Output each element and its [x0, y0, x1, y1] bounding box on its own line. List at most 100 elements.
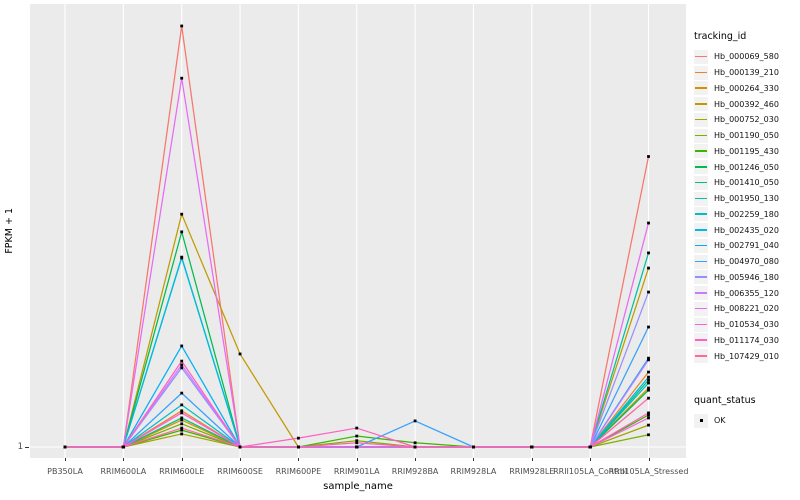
- x-tick-mark: [531, 458, 533, 461]
- x-tick-mark: [65, 458, 66, 461]
- data-point: [180, 24, 184, 28]
- legend-key-line: [695, 103, 707, 105]
- legend-key: [694, 128, 708, 143]
- data-point: [647, 370, 650, 374]
- legend-item: Hb_001950_130: [694, 191, 800, 207]
- data-point: [647, 433, 650, 437]
- legend-key: [694, 286, 708, 301]
- legend-item: Hb_107429_010: [694, 348, 800, 364]
- legend-item: Hb_001246_050: [694, 159, 800, 175]
- data-point: [180, 363, 184, 367]
- legend-tracking-items: Hb_000069_580 Hb_000139_210 Hb_000264_330 H…: [694, 49, 800, 364]
- legend-item-label: Hb_001246_050: [714, 162, 779, 172]
- legend-key-line: [695, 134, 707, 137]
- legend-item: Hb_000392_460: [694, 96, 800, 112]
- data-point: [180, 418, 184, 422]
- legend-key-line: [695, 355, 707, 357]
- legend-item: Hb_005946_180: [694, 270, 800, 286]
- legend-key: [694, 333, 708, 348]
- legend-key-line: [695, 197, 707, 200]
- legend-key-line: [695, 276, 707, 278]
- legend-item: Hb_000264_330: [694, 81, 800, 97]
- legend-item: Hb_002435_020: [694, 222, 800, 238]
- y-tick-label: 1: [17, 442, 23, 452]
- data-point: [180, 359, 184, 363]
- legend-item: Hb_011174_030: [694, 333, 800, 349]
- plot-panel: [30, 4, 686, 458]
- data-point: [647, 221, 650, 225]
- data-point: [647, 396, 650, 400]
- legend-item: Hb_001195_430: [694, 144, 800, 160]
- data-point: [180, 212, 184, 216]
- legend-item-label: Hb_005946_180: [714, 272, 779, 282]
- data-point: [413, 419, 417, 423]
- legend-key-line: [695, 55, 707, 58]
- legend-key-line: [695, 166, 707, 168]
- x-tick-mark: [473, 458, 475, 461]
- legend-key: [694, 97, 708, 112]
- legend-key: [694, 112, 708, 127]
- data-point: [180, 416, 184, 420]
- legend-item-label: Hb_002435_020: [714, 225, 779, 235]
- data-point: [121, 445, 125, 449]
- x-tick-mark: [356, 458, 358, 461]
- legend-item-label: Hb_011174_030: [714, 335, 779, 345]
- x-tick-label-RRIM928LE: RRIM928LE: [509, 467, 555, 476]
- legend-item-label: Hb_000139_210: [714, 68, 779, 78]
- legend: tracking_id Hb_000069_580 Hb_000139_210 Hb…: [694, 31, 800, 429]
- legend-item: Hb_001410_050: [694, 175, 800, 191]
- legend-quant-block: quant_status OK: [694, 395, 800, 429]
- data-point: [355, 441, 359, 445]
- legend-item-label: Hb_001410_050: [714, 178, 779, 188]
- data-point: [647, 388, 650, 392]
- legend-key: [694, 81, 708, 96]
- data-point: [647, 381, 650, 385]
- data-point: [63, 445, 67, 449]
- data-point: [355, 439, 359, 443]
- x-tick-label-RRII105LA_Control: RRII105LA_Control: [553, 467, 628, 476]
- legend-key: [694, 223, 708, 238]
- data-point: [413, 441, 417, 445]
- legend-item: Hb_006355_120: [694, 285, 800, 301]
- data-point: [355, 445, 359, 449]
- data-point: [180, 428, 184, 432]
- legend-key: [694, 144, 708, 159]
- legend-item-label: Hb_000264_330: [714, 83, 779, 93]
- y-axis-title: FPKM + 1: [2, 4, 16, 458]
- legend-item: Hb_002791_040: [694, 238, 800, 254]
- legend-quant-title: quant_status: [694, 395, 756, 406]
- data-point: [297, 436, 300, 440]
- legend-key-line: [695, 150, 707, 152]
- data-point: [180, 344, 184, 348]
- x-tick-mark: [590, 458, 592, 461]
- legend-key: [694, 65, 708, 80]
- data-point: [647, 290, 650, 294]
- data-point: [647, 423, 650, 427]
- legend-item-label: OK: [714, 416, 726, 426]
- legend-item-label: Hb_001190_050: [714, 131, 779, 141]
- data-point: [180, 230, 184, 234]
- data-point: [180, 76, 184, 80]
- legend-item: Hb_008221_020: [694, 301, 800, 317]
- data-point: [647, 251, 650, 255]
- x-tick-mark: [240, 458, 242, 461]
- data-point: [647, 358, 650, 362]
- x-tick-label-PB350LA: PB350LA: [47, 467, 83, 476]
- legend-item-label: Hb_006355_120: [714, 288, 779, 298]
- legend-item-ok: OK: [694, 413, 800, 429]
- legend-item-label: Hb_002791_040: [714, 241, 779, 251]
- legend-item-label: Hb_010534_030: [714, 320, 779, 330]
- data-point: [180, 391, 184, 395]
- square-point-icon: [699, 419, 703, 423]
- data-point: [355, 434, 359, 438]
- legend-item-label: Hb_001950_130: [714, 194, 779, 204]
- legend-key-line: [695, 181, 707, 184]
- legend-key: [694, 238, 708, 253]
- data-point: [647, 416, 650, 420]
- x-tick-label-RRIM928BA: RRIM928BA: [391, 467, 439, 476]
- data-point: [647, 411, 650, 415]
- x-axis-title: sample_name: [323, 481, 393, 492]
- data-point: [180, 403, 184, 407]
- legend-key: [694, 270, 708, 285]
